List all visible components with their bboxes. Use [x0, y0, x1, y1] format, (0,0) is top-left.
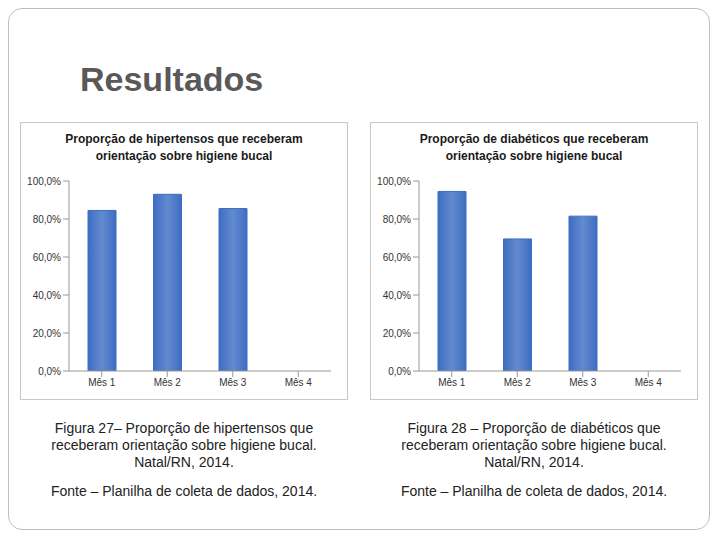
svg-text:20,0%: 20,0%: [33, 328, 61, 339]
html-text:Resultados: Resultados: [80, 60, 264, 98]
svg-text:Mês 3: Mês 3: [219, 377, 247, 388]
svg-text:80,0%: 80,0%: [383, 214, 411, 225]
html-text:Figura 27– Proporção de hipert: Figura 27– Proporção de hipertensos que …: [51, 420, 317, 470]
svg-text:Mês 4: Mês 4: [285, 377, 313, 388]
svg-text:100,0%: 100,0%: [27, 176, 61, 187]
html-text:Proporção de hipertensos que r: Proporção de hipertensos que receberam o…: [65, 132, 303, 163]
html-text:Figura 28 – Proporção de diabé: Figura 28 – Proporção de diabéticos que …: [401, 420, 667, 470]
svg-text:Mês 2: Mês 2: [154, 377, 182, 388]
svg-text:Mês 2: Mês 2: [504, 377, 532, 388]
svg-text:80,0%: 80,0%: [33, 214, 61, 225]
svg-text:40,0%: 40,0%: [383, 290, 411, 301]
svg-text:Mês 3: Mês 3: [569, 377, 597, 388]
svg-text:60,0%: 60,0%: [383, 252, 411, 263]
svg-text:0,0%: 0,0%: [388, 366, 411, 377]
svg-text:20,0%: 20,0%: [383, 328, 411, 339]
html-text:Fonte – Planilha de coleta de: Fonte – Planilha de coleta de dados, 201…: [50, 483, 318, 499]
svg-text:Mês 1: Mês 1: [438, 377, 466, 388]
html-text:Fonte – Planilha de coleta de: Fonte – Planilha de coleta de dados, 201…: [400, 483, 668, 499]
svg-text:Mês 4: Mês 4: [635, 377, 663, 388]
svg-text:60,0%: 60,0%: [33, 252, 61, 263]
svg-text:40,0%: 40,0%: [33, 290, 61, 301]
svg-text:0,0%: 0,0%: [38, 366, 61, 377]
svg-text:Mês 1: Mês 1: [88, 377, 116, 388]
html-text:Proporção de diabéticos que re: Proporção de diabéticos que receberam or…: [419, 132, 649, 163]
svg-text:100,0%: 100,0%: [377, 176, 411, 187]
